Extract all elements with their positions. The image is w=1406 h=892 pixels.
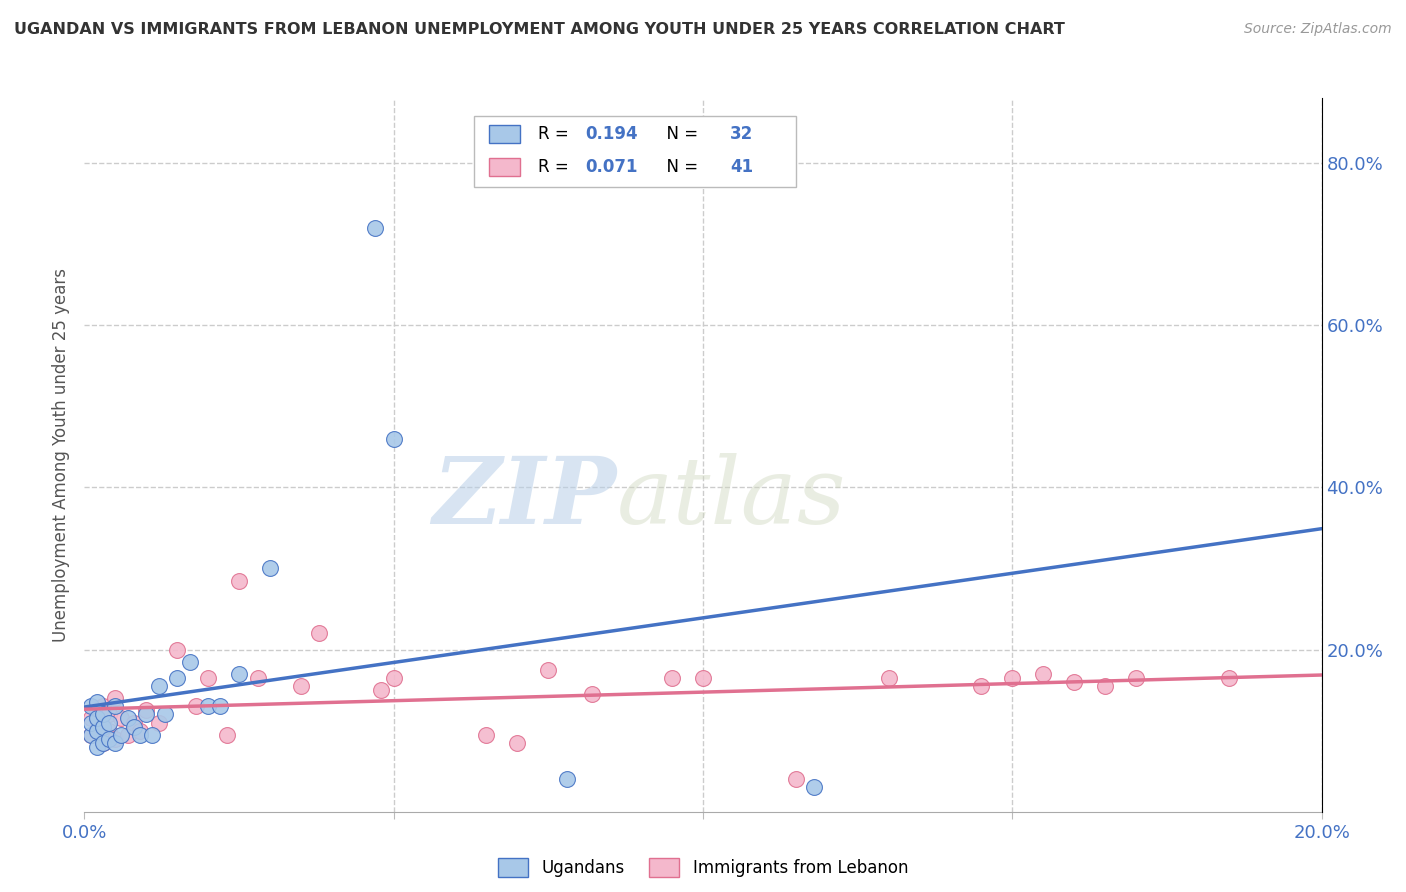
Point: [79, 711, 101, 725]
Bar: [489, 159, 520, 177]
Point: [135, 707, 157, 722]
FancyBboxPatch shape: [474, 116, 796, 187]
Point: [91, 699, 114, 714]
Point: [104, 731, 127, 746]
Point: [153, 707, 176, 722]
Point: [209, 699, 232, 714]
Point: [364, 220, 387, 235]
Point: [79, 699, 101, 714]
Point: [79, 728, 101, 742]
Point: [86, 711, 108, 725]
Text: N =: N =: [657, 159, 703, 177]
Point: [246, 671, 269, 685]
Point: [382, 432, 405, 446]
Point: [803, 780, 825, 795]
Point: [166, 671, 188, 685]
Text: 41: 41: [730, 159, 754, 177]
Point: [1218, 671, 1240, 685]
Point: [555, 772, 578, 787]
Point: [129, 728, 152, 742]
Point: [148, 679, 170, 693]
Point: [215, 728, 238, 742]
Point: [122, 720, 145, 734]
Point: [104, 736, 127, 750]
Point: [1125, 671, 1147, 685]
Point: [110, 728, 132, 742]
Text: 0.071: 0.071: [585, 159, 638, 177]
Point: [98, 707, 121, 722]
Point: [86, 703, 108, 717]
Point: [1001, 671, 1024, 685]
Point: [135, 703, 157, 717]
Point: [104, 691, 127, 706]
Point: [129, 723, 152, 738]
Point: [506, 736, 529, 750]
Point: [86, 739, 108, 754]
Point: [537, 663, 560, 677]
Point: [370, 683, 392, 698]
Point: [184, 699, 207, 714]
Point: [91, 720, 114, 734]
Text: Source: ZipAtlas.com: Source: ZipAtlas.com: [1244, 22, 1392, 37]
Point: [104, 699, 127, 714]
Point: [179, 655, 201, 669]
Point: [117, 711, 139, 725]
Point: [86, 723, 108, 738]
Point: [122, 715, 145, 730]
Point: [290, 679, 312, 693]
Point: [1063, 675, 1085, 690]
Point: [382, 671, 405, 685]
Point: [91, 707, 114, 722]
Point: [877, 671, 900, 685]
Text: R =: R =: [538, 159, 575, 177]
Point: [98, 731, 121, 746]
Point: [692, 671, 714, 685]
Point: [91, 736, 114, 750]
Point: [79, 728, 101, 742]
Point: [581, 687, 603, 701]
Point: [86, 695, 108, 709]
Text: atlas: atlas: [616, 453, 846, 542]
Point: [259, 561, 281, 575]
Point: [661, 671, 683, 685]
Point: [308, 626, 330, 640]
Point: [475, 728, 498, 742]
Point: [110, 711, 132, 725]
Point: [98, 715, 121, 730]
Text: R =: R =: [538, 125, 575, 143]
Text: 32: 32: [730, 125, 754, 143]
Legend: Ugandans, Immigrants from Lebanon: Ugandans, Immigrants from Lebanon: [489, 849, 917, 886]
Bar: [489, 125, 520, 143]
Point: [86, 723, 108, 738]
Point: [141, 728, 163, 742]
Point: [91, 736, 114, 750]
Point: [970, 679, 993, 693]
Point: [117, 728, 139, 742]
Point: [79, 715, 101, 730]
Point: [166, 642, 188, 657]
Text: 0.194: 0.194: [585, 125, 638, 143]
Y-axis label: Unemployment Among Youth under 25 years: Unemployment Among Youth under 25 years: [52, 268, 70, 642]
Point: [785, 772, 807, 787]
Point: [1032, 666, 1054, 681]
Point: [197, 671, 219, 685]
Point: [98, 723, 121, 738]
Point: [1094, 679, 1116, 693]
Point: [228, 574, 250, 588]
Text: ZIP: ZIP: [432, 453, 616, 542]
Point: [148, 715, 170, 730]
Point: [197, 699, 219, 714]
Text: N =: N =: [657, 125, 703, 143]
Point: [228, 666, 250, 681]
Text: UGANDAN VS IMMIGRANTS FROM LEBANON UNEMPLOYMENT AMONG YOUTH UNDER 25 YEARS CORRE: UGANDAN VS IMMIGRANTS FROM LEBANON UNEMP…: [14, 22, 1064, 37]
